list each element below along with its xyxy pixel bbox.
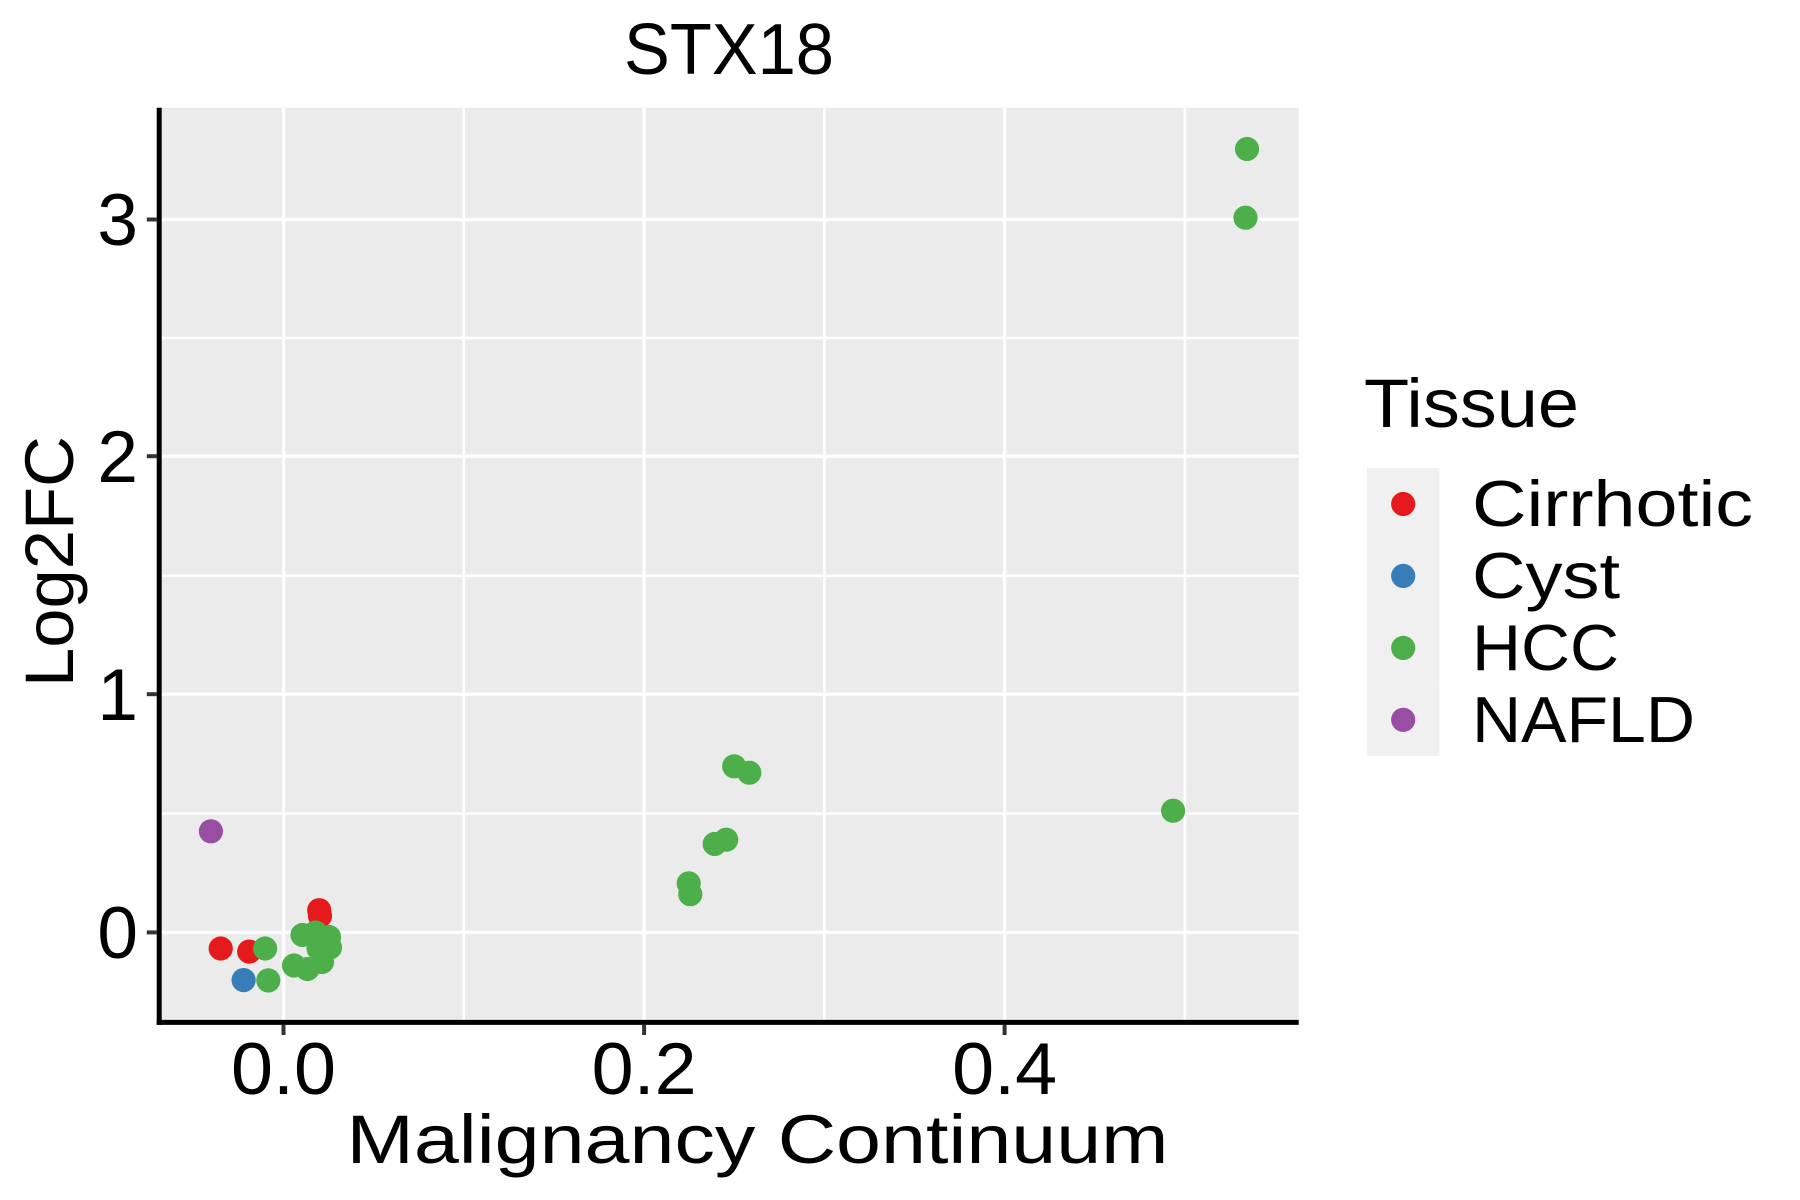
svg-text:Log2FC: Log2FC: [11, 436, 88, 687]
svg-text:NAFLD: NAFLD: [1472, 683, 1695, 756]
svg-text:Malignancy Continuum: Malignancy Continuum: [347, 1101, 1169, 1178]
svg-text:2: 2: [97, 417, 138, 498]
svg-text:3: 3: [97, 180, 138, 261]
svg-text:Cirrhotic: Cirrhotic: [1472, 467, 1753, 540]
svg-text:0.2: 0.2: [592, 1029, 697, 1110]
svg-text:1: 1: [97, 655, 138, 736]
svg-text:HCC: HCC: [1472, 611, 1619, 684]
svg-text:0.0: 0.0: [231, 1029, 336, 1110]
svg-text:0.4: 0.4: [952, 1029, 1057, 1110]
svg-text:Tissue: Tissue: [1364, 365, 1579, 442]
svg-text:Cyst: Cyst: [1472, 539, 1620, 612]
svg-text:0: 0: [97, 893, 138, 974]
svg-text:STX18: STX18: [624, 10, 834, 90]
